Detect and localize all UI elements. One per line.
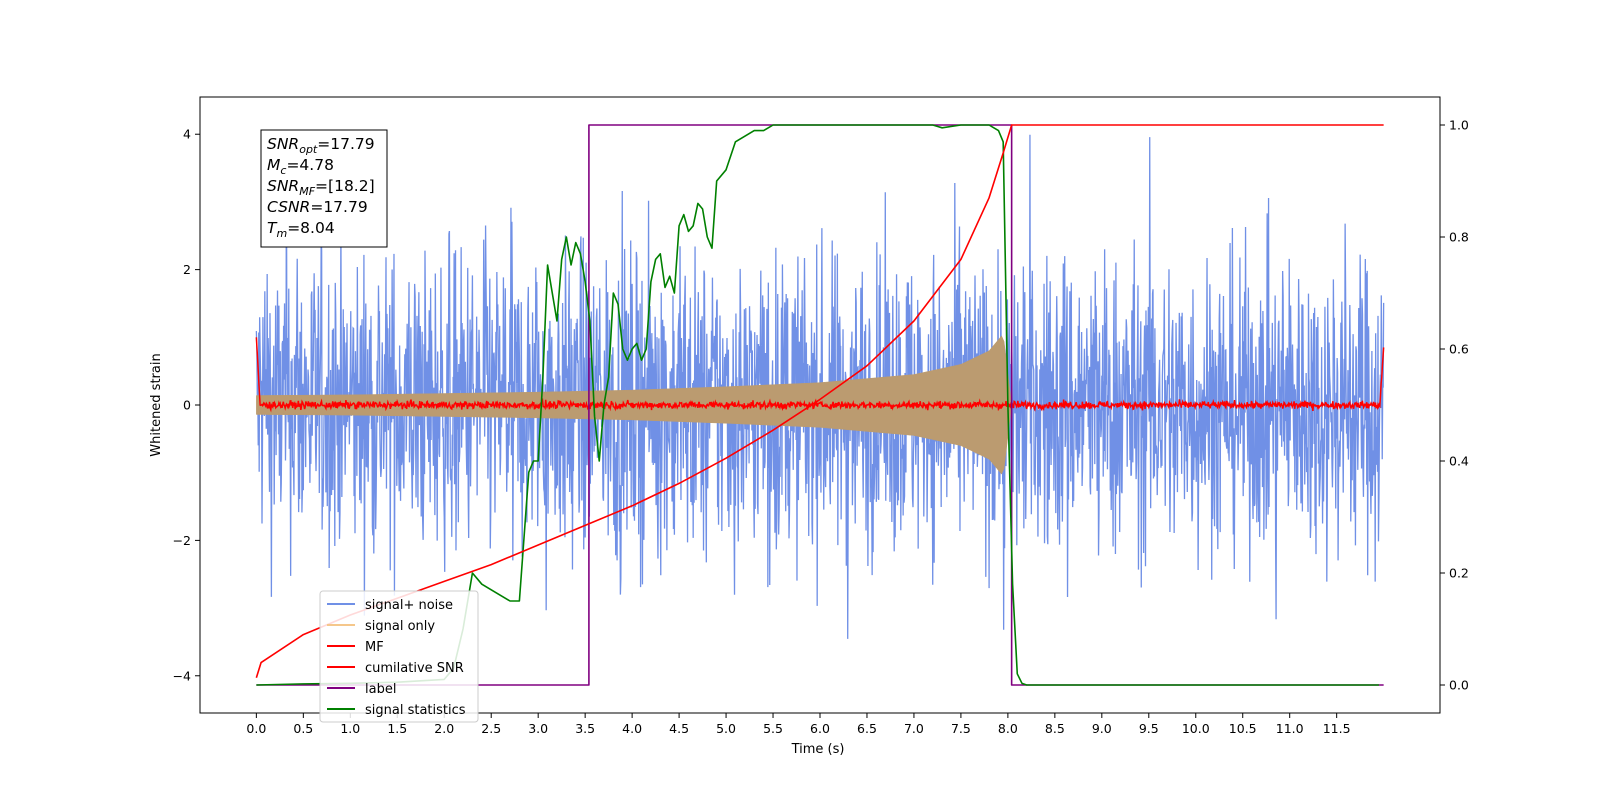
x-tick-label: 4.5 [669, 721, 689, 736]
x-tick-label: 1.0 [340, 721, 360, 736]
y2-tick-label: 0.4 [1449, 454, 1469, 469]
legend-label-signal-statistics: signal statistics [365, 703, 466, 718]
legend-label-signal-only: signal only [365, 619, 435, 634]
x-tick-label: 2.5 [481, 721, 501, 736]
x-tick-label: 11.0 [1276, 721, 1304, 736]
legend-label-label: label [365, 682, 396, 697]
legend-label-cumulative-snr: cumilative SNR [365, 661, 464, 676]
x-tick-label: 8.0 [998, 721, 1018, 736]
x-tick-label: 3.5 [575, 721, 595, 736]
legend-label-signal-noise: signal+ noise [365, 598, 453, 613]
annotation-snr-opt: SNRopt=17.79 [267, 135, 375, 156]
legend: signal+ noise signal only MF cumilative … [319, 590, 479, 723]
series-signal-noise [255, 134, 1385, 639]
x-tick-label: 6.5 [857, 721, 877, 736]
x-axis-label: Time (s) [791, 742, 845, 757]
x-tick-label: 2.0 [434, 721, 454, 736]
x-axis-ticks: 0.0 0.5 1.0 1.5 2.0 2.5 3.0 3.5 4.0 4.5 5.0 5.5 6.0 6… [246, 713, 1351, 736]
x-tick-label: 9.0 [1092, 721, 1112, 736]
x-tick-label: 4.0 [622, 721, 642, 736]
y-tick-label: −4 [173, 668, 191, 683]
x-tick-label: 9.5 [1139, 721, 1159, 736]
series-mf [255, 337, 1385, 413]
annotation-chirp-mass: Mc=4.78 [267, 156, 334, 177]
x-tick-label: 8.5 [1045, 721, 1065, 736]
annotation-box: SNRopt=17.79 Mc=4.78 SNRMF=[18.2] CSNR=1… [260, 129, 388, 248]
annotation-snr-mf: SNRMF=[18.2] [267, 177, 375, 198]
y2-tick-label: 1.0 [1449, 118, 1469, 133]
legend-label-mf: MF [365, 640, 384, 655]
x-tick-label: 11.5 [1323, 721, 1351, 736]
x-tick-label: 10.0 [1182, 721, 1210, 736]
x-tick-label: 0.0 [246, 721, 266, 736]
annotation-csnr: CSNR=17.79 [267, 198, 368, 216]
y2-tick-label: 0.2 [1449, 566, 1469, 581]
y-axis-label: Whitened strain [149, 353, 164, 456]
y-tick-label: 0 [183, 398, 191, 413]
y2-axis-ticks: 1.0 0.8 0.6 0.4 0.2 0.0 [1440, 118, 1469, 693]
x-tick-label: 7.5 [951, 721, 971, 736]
y-tick-label: −2 [173, 533, 191, 548]
x-tick-label: 3.0 [528, 721, 548, 736]
x-tick-label: 5.0 [716, 721, 736, 736]
y-tick-label: 2 [183, 262, 191, 277]
x-tick-label: 0.5 [293, 721, 313, 736]
legend-frame [319, 590, 479, 723]
y-axis-ticks: 4 2 0 −2 −4 [173, 127, 200, 683]
y2-tick-label: 0.8 [1449, 230, 1469, 245]
x-tick-label: 10.5 [1229, 721, 1257, 736]
y2-tick-label: 0.0 [1449, 678, 1469, 693]
x-tick-label: 1.5 [387, 721, 407, 736]
annotation-tm: Tm=8.04 [267, 219, 335, 240]
x-tick-label: 7.0 [904, 721, 924, 736]
y2-tick-label: 0.6 [1449, 342, 1469, 357]
x-tick-label: 5.5 [763, 721, 783, 736]
x-tick-label: 6.0 [810, 721, 830, 736]
y-tick-label: 4 [183, 127, 191, 142]
series-signal-statistics [256, 124, 1379, 686]
